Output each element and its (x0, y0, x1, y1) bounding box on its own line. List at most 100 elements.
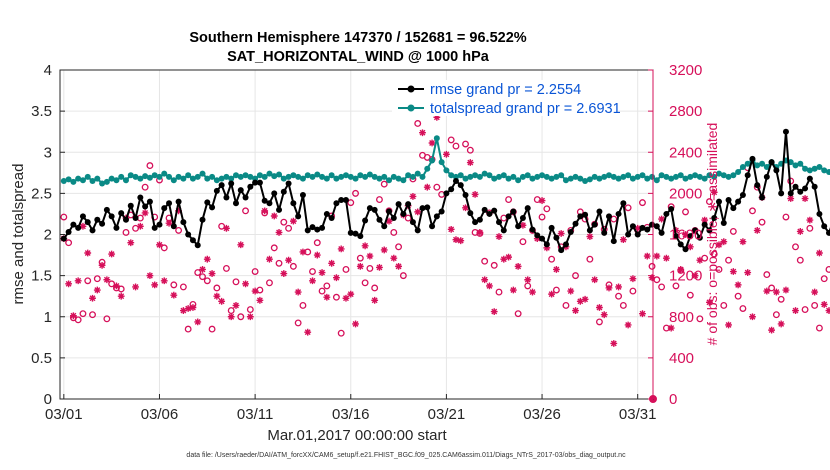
obs-possible-point (782, 213, 790, 221)
rmse-point (323, 210, 330, 217)
rmse-point (596, 208, 603, 215)
totalspread-point (448, 172, 455, 179)
totalspread-point (266, 170, 273, 177)
obs-possible-point (122, 228, 130, 236)
obs-possible-point (734, 292, 742, 300)
totalspread-point (663, 173, 670, 180)
obs-possible-point (619, 301, 627, 309)
rmse-point (759, 194, 766, 201)
obs-possible-point (376, 196, 383, 203)
legend-rmse-label: rmse grand pr = 2.2554 (430, 82, 581, 98)
obs-possible-point (179, 283, 187, 291)
obs-possible-point (538, 213, 546, 221)
obs-assimilated-point (691, 272, 699, 280)
y-right-tick-label: 2000 (669, 185, 702, 202)
obs-assimilated-point (108, 250, 116, 258)
obs-assimilated-point (457, 237, 465, 245)
obs-possible-point (595, 318, 603, 326)
obs-assimilated-point (270, 212, 278, 220)
totalspread-point (625, 172, 632, 179)
totalspread-point (79, 177, 86, 184)
rmse-point (400, 210, 407, 217)
totalspread-point (467, 173, 474, 180)
totalspread-point (137, 175, 144, 182)
y-right-tick-label: 2400 (669, 144, 702, 161)
totalspread-point (510, 173, 517, 180)
totalspread-point (386, 177, 393, 184)
totalspread-point (151, 172, 158, 179)
totalspread-point (744, 160, 751, 167)
totalspread-point (500, 172, 507, 179)
obs-possible-point (720, 301, 728, 309)
totalspread-point (132, 173, 139, 180)
obs-possible-point (682, 208, 689, 216)
rmse-point (653, 223, 660, 230)
obs-assimilated-point (103, 276, 111, 284)
rmse-point (500, 227, 507, 234)
rmse-point (582, 211, 589, 218)
rmse-point (821, 223, 828, 230)
obs-assimilated-point (380, 246, 388, 254)
totalspread-point (720, 172, 727, 179)
obs-assimilated-point (337, 245, 345, 253)
obs-possible-point (371, 284, 379, 292)
rmse-point (735, 198, 742, 205)
obs-possible-point (275, 259, 283, 267)
totalspread-point (438, 159, 445, 166)
obs-assimilated-point (749, 313, 756, 321)
obs-possible-point (414, 120, 422, 127)
obs-possible-point (347, 199, 355, 207)
rmse-point (142, 203, 149, 210)
legend-rmse-marker (407, 85, 415, 93)
obs-possible-point (232, 278, 240, 286)
rmse-point (534, 232, 541, 239)
rmse-point (481, 206, 488, 213)
y-left-tick-label: 0 (44, 391, 52, 408)
obs-assimilated-point (74, 277, 82, 285)
rmse-point (754, 182, 761, 189)
rmse-point (749, 155, 756, 162)
obs-assimilated-point (132, 283, 139, 291)
obs-assimilated-point (696, 256, 704, 264)
rmse-point (280, 188, 287, 195)
rmse-point (452, 178, 459, 185)
obs-assimilated-point (328, 259, 336, 267)
obs-possible-point (390, 228, 398, 236)
obs-possible-point (658, 283, 666, 291)
rmse-point (639, 224, 646, 231)
rmse-point (276, 206, 283, 213)
obs-assimilated-point (395, 262, 402, 270)
x-tick-label: 03/01 (45, 406, 83, 423)
rmse-point (825, 229, 830, 236)
axis-ticks (60, 69, 653, 400)
totalspread-point (481, 170, 488, 177)
totalspread-point (802, 165, 809, 172)
obs-assimilated-point (189, 304, 197, 311)
totalspread-point (276, 171, 283, 178)
y-left-tick-label: 1 (44, 309, 52, 326)
rmse-point (333, 200, 340, 207)
totalspread-point (242, 172, 249, 179)
chart-title: Southern Hemisphere 147370 / 152681 = 96… (189, 30, 526, 46)
totalspread-point (400, 177, 407, 184)
obs-assimilated-point (729, 268, 737, 275)
totalspread-point (496, 173, 503, 180)
obs-possible-point (610, 215, 618, 223)
obs-assimilated-point (423, 183, 431, 191)
obs-assimilated-point (213, 292, 221, 300)
rmse-point (118, 210, 125, 217)
totalspread-point (730, 172, 737, 179)
obs-assimilated-point (624, 321, 632, 329)
obs-assimilated-point (227, 313, 235, 321)
obs-possible-point (672, 282, 680, 290)
y-right-tick-label: 1600 (669, 227, 702, 244)
obs-possible-point (586, 255, 594, 263)
rmse-point (620, 200, 627, 207)
obs-assimilated-point (347, 290, 355, 298)
obs-assimilated-point (619, 236, 627, 244)
obs-possible-point (739, 305, 747, 312)
y-right-tick-label: 0 (669, 391, 677, 408)
obs-assimilated-point (763, 287, 771, 295)
rmse-point (271, 190, 278, 197)
obs-assimilated-point (806, 216, 814, 224)
